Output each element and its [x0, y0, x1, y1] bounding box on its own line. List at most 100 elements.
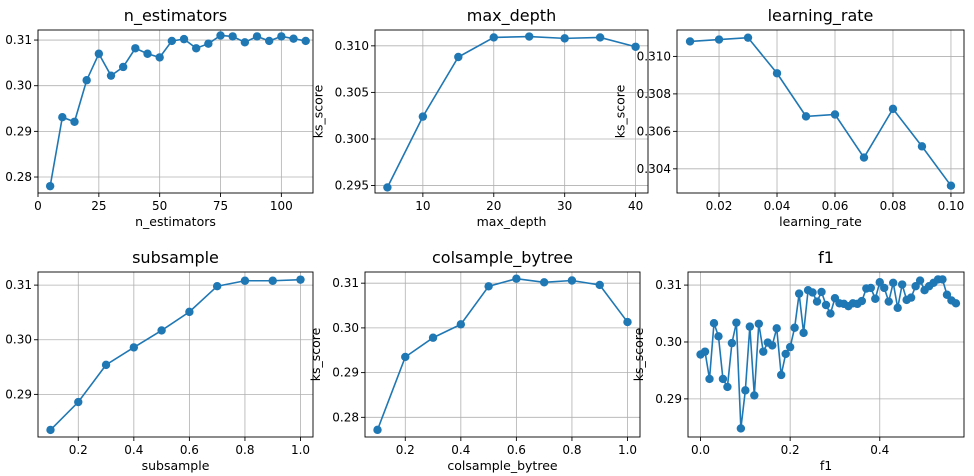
- subplot-title: subsample: [132, 248, 219, 267]
- data-point: [595, 33, 605, 42]
- data-point: [70, 117, 79, 126]
- y-tick-label: 0.305: [335, 85, 369, 99]
- data-point: [880, 283, 889, 293]
- x-tick-label: 1.0: [618, 443, 637, 457]
- x-tick-label: 30: [557, 199, 572, 213]
- data-point: [118, 62, 128, 72]
- data-point: [489, 33, 498, 42]
- data-point: [373, 425, 382, 435]
- subplot-title: f1: [818, 248, 834, 267]
- data-point: [817, 287, 826, 297]
- x-axis-label: learning_rate: [779, 214, 862, 229]
- data-point: [191, 44, 201, 53]
- data-point: [741, 386, 750, 395]
- x-tick-label: 0.4: [124, 443, 143, 457]
- x-tick-label: 20: [486, 199, 501, 213]
- data-point: [428, 333, 438, 342]
- data-point: [289, 34, 298, 43]
- data-point: [277, 32, 286, 41]
- data-point: [871, 294, 880, 303]
- subplot-3: 0.02 0.04 0.06 0.08 0.10 0.304 0.306 0.308 0.310…: [613, 6, 965, 229]
- data-point: [82, 76, 91, 85]
- data-point: [595, 280, 604, 290]
- data-point: [768, 341, 777, 350]
- data-point: [484, 282, 493, 291]
- data-point: [875, 278, 884, 287]
- y-tick-label: 0.308: [637, 87, 671, 101]
- data-point: [155, 53, 164, 62]
- y-axis-label: ks_score: [308, 327, 323, 381]
- data-point: [785, 342, 795, 352]
- subplot-4: 0.2 0.4 0.6 0.8 1.0 0.29 0.30 0.31 subsample subs…: [5, 248, 314, 473]
- data-point: [830, 110, 840, 119]
- series-line: [49, 34, 306, 187]
- x-tick-label: 0.6: [180, 443, 199, 457]
- subplot-6: 0.0 0.2 0.4 0.29 0.30 0.31 f1 f1 ks_score: [631, 248, 965, 473]
- data-point: [240, 38, 250, 47]
- data-point: [794, 289, 804, 298]
- data-point: [799, 328, 808, 338]
- data-point: [700, 347, 710, 356]
- data-point: [709, 319, 719, 328]
- data-point: [911, 282, 920, 291]
- y-tick-label: 0.306: [637, 124, 671, 138]
- data-point: [228, 32, 237, 41]
- y-tick-label: 0.29: [332, 366, 359, 380]
- x-tick-label: 0.02: [706, 199, 733, 213]
- data-point: [418, 112, 428, 121]
- x-tick-label: 0.0: [691, 443, 710, 457]
- data-point: [812, 297, 822, 306]
- data-point: [942, 290, 952, 299]
- x-tick-label: 0.8: [235, 443, 254, 457]
- x-tick-label: 1.0: [291, 443, 310, 457]
- data-point: [754, 319, 763, 328]
- y-tick-label: 0.30: [655, 335, 682, 349]
- y-tick-label: 0.29: [5, 124, 32, 138]
- data-point: [897, 280, 907, 289]
- subplot-title: learning_rate: [768, 6, 874, 26]
- data-point: [714, 332, 723, 341]
- x-axis-label: f1: [820, 458, 832, 473]
- x-tick-label: 10: [415, 199, 430, 213]
- data-point: [857, 296, 867, 306]
- x-tick-label: 0.4: [870, 443, 889, 457]
- y-tick-label: 0.300: [335, 132, 369, 146]
- data-point: [204, 39, 213, 48]
- data-point: [884, 297, 893, 306]
- data-point: [801, 112, 811, 121]
- data-point: [866, 283, 876, 293]
- x-axis-label: subsample: [142, 458, 210, 473]
- y-tick-label: 0.310: [335, 39, 369, 53]
- x-tick-label: 0.6: [507, 443, 526, 457]
- axes-frame: [374, 29, 649, 194]
- data-point: [264, 36, 274, 46]
- data-point: [46, 425, 55, 435]
- data-point: [157, 326, 166, 335]
- subplot-title: n_estimators: [124, 6, 227, 26]
- data-point: [946, 181, 956, 190]
- x-tick-label: 0.8: [562, 443, 581, 457]
- data-point: [723, 382, 732, 392]
- x-tick-label: 25: [91, 199, 106, 213]
- data-point: [743, 33, 753, 42]
- subplot-title: colsample_bytree: [432, 248, 573, 268]
- axes-frame: [37, 271, 314, 438]
- x-tick-label: 0.4: [451, 443, 470, 457]
- y-tick-label: 0.295: [335, 179, 369, 193]
- data-point: [714, 35, 724, 44]
- data-point: [859, 153, 869, 162]
- data-point: [821, 300, 831, 310]
- data-point: [732, 318, 741, 327]
- y-tick-label: 0.29: [655, 392, 682, 406]
- y-tick-label: 0.304: [637, 162, 671, 176]
- data-point: [401, 352, 410, 362]
- y-tick-label: 0.30: [5, 79, 32, 93]
- data-point: [790, 323, 799, 332]
- data-point: [268, 276, 277, 285]
- data-point: [772, 324, 781, 333]
- data-point: [216, 31, 225, 40]
- x-tick-label: 0.08: [880, 199, 907, 213]
- axes-frame: [687, 271, 965, 438]
- y-tick-label: 0.31: [5, 278, 32, 292]
- data-point: [539, 278, 549, 287]
